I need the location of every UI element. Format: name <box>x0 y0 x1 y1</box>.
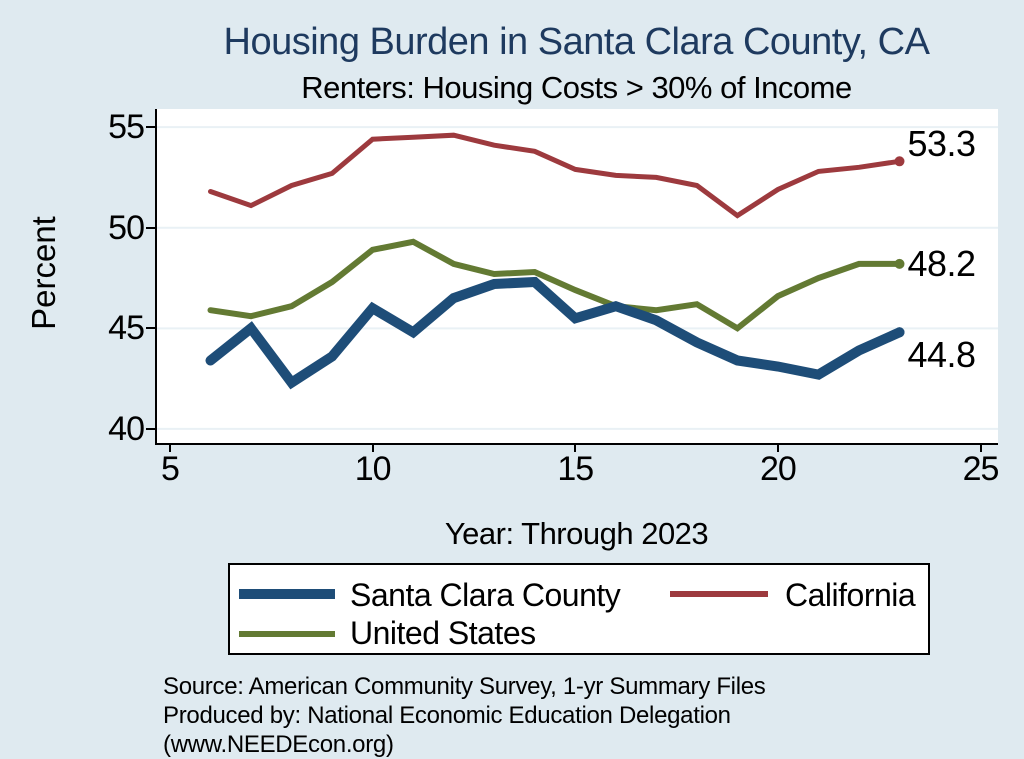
x-tick-label-10: 10 <box>354 450 392 488</box>
x-tick-label-15: 15 <box>557 450 594 488</box>
y-tick-55 <box>146 126 156 129</box>
legend-swatch-santa-clara <box>239 589 335 599</box>
plot-area <box>155 109 998 445</box>
x-tick-15 <box>574 443 577 452</box>
legend-label-california: California <box>785 577 916 613</box>
x-tick-20 <box>776 443 779 452</box>
end-label-united-states: 48.2 <box>907 242 977 284</box>
y-tick-label-50: 50 <box>108 208 145 247</box>
end-label-santa-clara-county: 44.8 <box>907 334 977 376</box>
series-line-california <box>208 132 902 219</box>
page-title: Housing Burden in Santa Clara County, CA <box>223 21 930 63</box>
x-tick-25 <box>979 443 982 452</box>
y-tick-45 <box>146 327 156 330</box>
series-end-dot-california <box>894 156 905 167</box>
source-note: Source: American Community Survey, 1-yr … <box>163 673 766 700</box>
end-label-california: 53.3 <box>907 123 977 165</box>
y-tick-label-45: 45 <box>108 309 145 348</box>
y-tick-label-40: 40 <box>108 409 145 448</box>
series-end-dot-santa-clara-county <box>894 327 905 338</box>
legend: Santa Clara County California United Sta… <box>228 563 930 655</box>
x-tick-10 <box>371 443 374 452</box>
y-tick-label-55: 55 <box>108 108 145 147</box>
plot-svg <box>157 126 998 430</box>
y-tick-40 <box>146 427 156 430</box>
x-tick-label-25: 25 <box>962 450 1000 488</box>
x-tick-label-5: 5 <box>161 450 180 488</box>
series-end-dot-united-states <box>894 258 905 269</box>
legend-swatch-united-states <box>239 631 335 637</box>
legend-label-united-states: United States <box>350 615 536 651</box>
legend-label-santa-clara: Santa Clara County <box>350 577 621 613</box>
y-tick-50 <box>146 226 156 229</box>
x-axis-title: Year: Through 2023 <box>444 516 709 551</box>
series-line-santa-clara-county <box>205 276 905 390</box>
page-subtitle: Renters: Housing Costs > 30% of Income <box>301 70 852 105</box>
produced-by-note: Produced by: National Economic Education… <box>163 702 731 758</box>
x-tick-5 <box>168 443 171 452</box>
legend-swatch-california <box>670 591 768 597</box>
x-tick-label-20: 20 <box>759 450 797 488</box>
series-line-united-states <box>207 238 903 332</box>
